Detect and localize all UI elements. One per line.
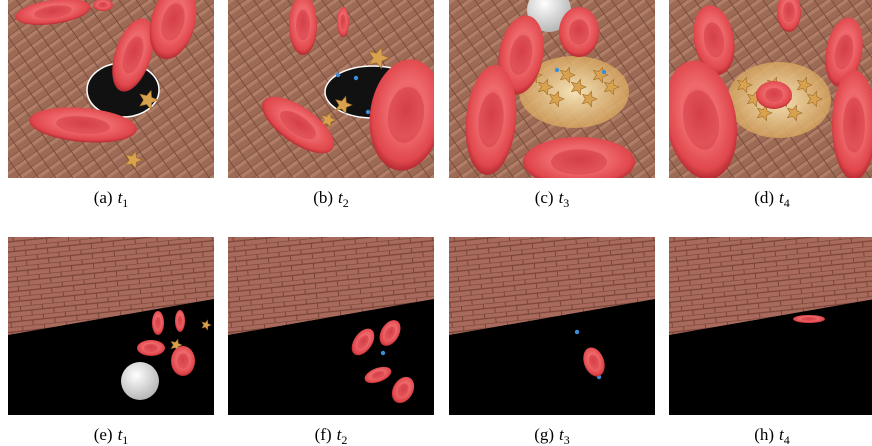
cell-dimple <box>569 20 589 45</box>
caption-subscript: 1 <box>122 433 128 446</box>
caption-label: (b) <box>313 188 333 207</box>
scene <box>8 0 214 178</box>
particle <box>336 73 340 77</box>
caption: (h)t4 <box>754 425 790 446</box>
caption-label: (c) <box>535 188 554 207</box>
red-blood-cell <box>793 315 825 323</box>
panel-image <box>8 237 214 415</box>
scene <box>449 237 655 415</box>
red-blood-cell <box>337 7 349 37</box>
cell-dimple <box>340 15 346 30</box>
panel-image <box>8 0 214 178</box>
caption-subscript: 4 <box>784 196 790 210</box>
caption-label: (h) <box>754 425 774 444</box>
red-blood-cell <box>175 310 185 332</box>
red-blood-cell <box>171 346 195 376</box>
cell-dimple <box>765 88 783 102</box>
cell-dimple <box>296 10 310 40</box>
caption-subscript: 2 <box>343 196 349 210</box>
caption: (a)t1 <box>94 188 129 210</box>
caption-subscript: 1 <box>122 196 128 210</box>
scene <box>449 0 655 187</box>
panel-image <box>449 237 655 415</box>
cell-dimple <box>144 344 158 352</box>
cell-dimple <box>843 98 865 153</box>
caption-label: (f) <box>315 425 332 444</box>
scene <box>669 237 872 415</box>
scene <box>656 0 872 185</box>
red-blood-cell <box>559 7 599 57</box>
cell-dimple <box>98 2 108 8</box>
caption: (d)t4 <box>754 188 790 210</box>
particle <box>555 68 559 72</box>
panel-image <box>449 0 655 187</box>
cell-dimple <box>155 317 161 329</box>
caption-subscript: 4 <box>784 433 790 446</box>
cell-dimple <box>551 150 607 175</box>
caption-label: (d) <box>754 188 774 207</box>
scene <box>228 0 449 178</box>
caption-label: (g) <box>534 425 554 444</box>
scene <box>8 237 214 415</box>
red-blood-cell <box>152 311 164 335</box>
caption: (e)t1 <box>94 425 129 446</box>
panel-image <box>228 0 449 178</box>
particle <box>602 70 606 74</box>
caption: (c)t3 <box>535 188 570 210</box>
panel-image <box>228 237 434 415</box>
caption-label: (a) <box>94 188 113 207</box>
caption-subscript: 3 <box>563 196 569 210</box>
caption: (b)t2 <box>313 188 349 210</box>
red-blood-cell <box>137 340 165 356</box>
particle <box>381 351 385 355</box>
leukocyte <box>121 362 159 400</box>
caption: (g)t3 <box>534 425 570 446</box>
red-blood-cell <box>523 137 635 187</box>
panel-image <box>669 237 872 415</box>
cell-dimple <box>801 317 817 321</box>
cell-dimple <box>177 354 189 369</box>
panel-image <box>656 0 872 185</box>
cell-dimple <box>783 2 795 22</box>
red-blood-cell <box>756 81 792 109</box>
figure: (a)t1 (b)t2 (c)t3 (d)t4 (e)t1 (f)t2 (g)t3 (h)t4 <box>0 0 872 446</box>
scene <box>228 237 434 415</box>
particle <box>575 330 579 334</box>
caption-subscript: 3 <box>564 433 570 446</box>
cell-dimple <box>178 316 183 327</box>
caption-label: (e) <box>94 425 113 444</box>
caption-subscript: 2 <box>341 433 347 446</box>
particle <box>354 76 358 80</box>
particle <box>366 110 370 114</box>
caption: (f)t2 <box>315 425 348 446</box>
